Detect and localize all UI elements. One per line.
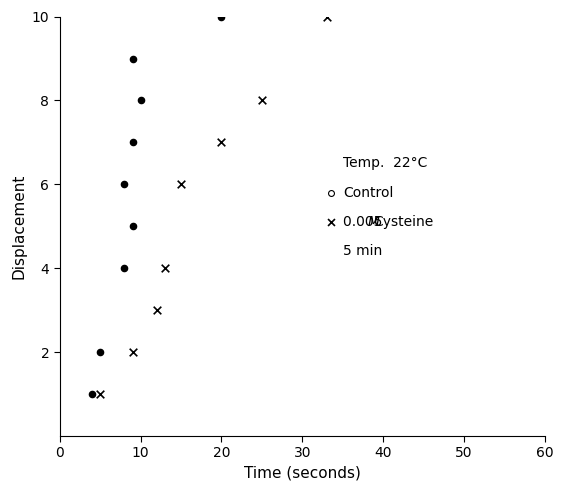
Y-axis label: Displacement: Displacement bbox=[11, 174, 26, 279]
Point bbox=[217, 138, 226, 146]
Point bbox=[176, 181, 185, 188]
Text: $\it{M}$: $\it{M}$ bbox=[367, 215, 381, 229]
Text: Cysteine: Cysteine bbox=[373, 215, 434, 229]
Point bbox=[128, 222, 137, 230]
Point bbox=[128, 55, 137, 62]
Point bbox=[128, 348, 137, 356]
Text: 5 min: 5 min bbox=[343, 245, 382, 258]
Point bbox=[120, 181, 129, 188]
Text: Control: Control bbox=[343, 185, 393, 200]
Text: 0.005: 0.005 bbox=[343, 215, 386, 229]
Point bbox=[217, 13, 226, 21]
Point bbox=[128, 138, 137, 146]
Point bbox=[88, 390, 97, 398]
Point bbox=[152, 306, 161, 314]
Point bbox=[95, 348, 105, 356]
Point bbox=[326, 218, 335, 226]
Point bbox=[136, 96, 145, 104]
Point bbox=[95, 390, 105, 398]
Point bbox=[160, 264, 170, 272]
Point bbox=[120, 264, 129, 272]
Point bbox=[326, 189, 335, 197]
Point bbox=[258, 96, 267, 104]
X-axis label: Time (seconds): Time (seconds) bbox=[244, 466, 361, 481]
Point bbox=[322, 13, 331, 21]
Text: Temp.  22°C: Temp. 22°C bbox=[343, 156, 427, 170]
